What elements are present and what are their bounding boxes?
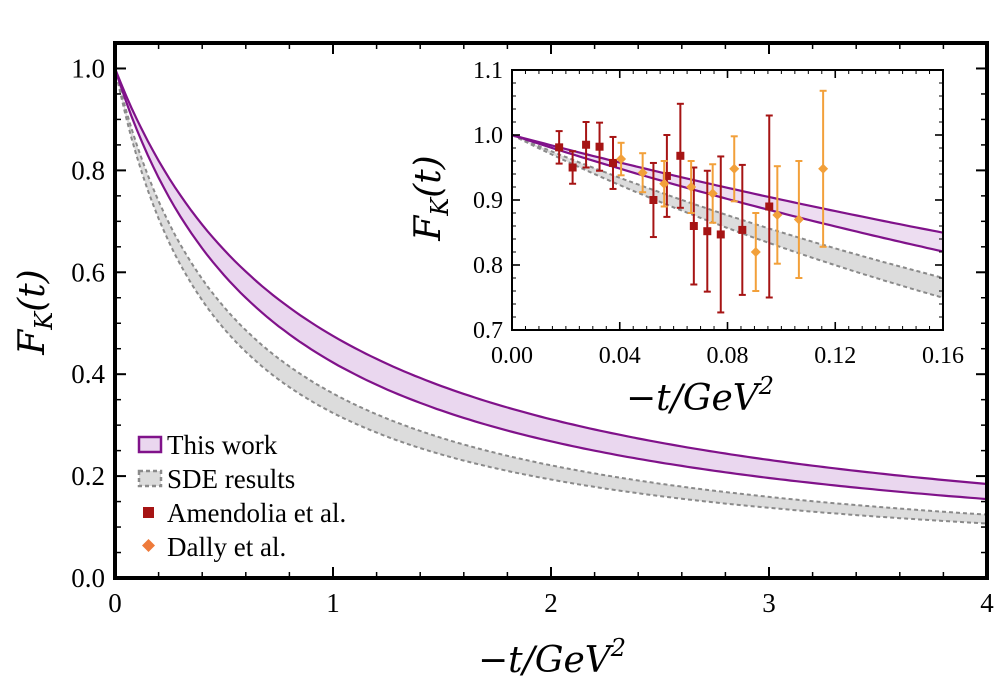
point-dally	[637, 167, 648, 178]
main-band-upper-sde	[114, 68, 988, 516]
legend-marker-amendolia	[143, 507, 154, 518]
inset-points	[555, 89, 829, 314]
main-ticks: 0 1 2 3 4 0.0 0.2 0.4 0.6 0.8 1.0	[71, 43, 994, 618]
main-band-lower-sde	[114, 68, 988, 525]
main-plot: 0 1 2 3 4 0.0 0.2 0.4 0.6 0.8 1.0 −t/GeV2 FK(t)	[12, 41, 994, 681]
point-amendolia	[689, 222, 698, 230]
inset-x-tick-label: 0.08	[707, 343, 749, 369]
point-amendolia	[662, 171, 671, 180]
main-y-tick-label: 0.8	[71, 155, 105, 185]
main-y-tick-label: 0.0	[71, 563, 105, 593]
point-amendolia	[716, 230, 725, 239]
legend: This work SDE results Amendolia et al. D…	[137, 430, 346, 562]
point-dally	[818, 163, 829, 174]
point-dally	[616, 154, 627, 165]
point-amendolia	[582, 140, 591, 149]
main-x-tick-label: 4	[980, 588, 994, 618]
inset-y-tick-label: 0.9	[473, 188, 503, 214]
legend-label-dally: Dally et al.	[167, 532, 286, 562]
main-x-tick-label: 1	[326, 588, 340, 618]
point-dally	[729, 163, 740, 174]
inset-plot: 0.00 0.04 0.08 0.12 0.16 0.7 0.8 0.9 1.0 1.1 −t/G…	[408, 58, 964, 419]
point-dally	[659, 178, 670, 189]
point-amendolia	[649, 196, 658, 204]
main-x-tick-label: 0	[108, 588, 122, 618]
point-amendolia	[738, 225, 747, 234]
main-y-tick-label: 0.2	[71, 461, 105, 491]
main-y-tick-label: 1.0	[71, 53, 105, 83]
inset-x-tick-label: 0.12	[814, 343, 856, 369]
inset-band-fill-this-work	[512, 135, 943, 252]
inset-y-tick-label: 1.0	[473, 123, 503, 149]
inset-x-tick-label: 0.16	[922, 343, 964, 369]
inset-x-tick-label: 0.04	[599, 343, 641, 369]
inset-ticks: 0.00 0.04 0.08 0.12 0.16 0.7 0.8 0.9 1.0 1.1	[473, 58, 964, 369]
point-dally	[793, 214, 804, 225]
inset-band-upper-this-work	[511, 133, 944, 234]
inset-band-lower-sde	[511, 134, 944, 299]
inset-x-tick-label: 0.00	[491, 343, 533, 369]
point-dally	[707, 188, 718, 199]
legend-label-this-work: This work	[167, 430, 278, 460]
point-dally	[750, 247, 761, 257]
inset-x-axis-label: −t/GeV2	[626, 372, 774, 419]
main-y-axis-label: FK(t)	[12, 269, 58, 355]
main-y-tick-label: 0.4	[71, 359, 105, 389]
main-bands	[113, 68, 988, 525]
point-amendolia	[765, 202, 774, 211]
point-dally	[686, 182, 697, 192]
point-dally	[772, 209, 783, 220]
inset-y-tick-label: 1.1	[473, 58, 503, 84]
legend-label-sde: SDE results	[167, 464, 295, 494]
main-band-fill-sde	[115, 68, 987, 524]
point-amendolia	[676, 151, 685, 160]
legend-label-amendolia: Amendolia et al.	[167, 498, 346, 528]
main-band-lower-this-work	[113, 68, 988, 501]
point-amendolia	[609, 158, 618, 167]
legend-marker-dally	[142, 539, 155, 552]
main-x-tick-label: 3	[762, 588, 776, 618]
inset-bands	[511, 133, 944, 299]
main-x-axis-label: −t/GeV2	[478, 634, 626, 681]
inset-band-lower-this-work	[511, 133, 944, 253]
inset-band-upper-sde	[511, 134, 944, 279]
inset-y-tick-label: 0.7	[473, 318, 503, 344]
inset-band-fill-sde	[512, 135, 943, 298]
point-amendolia	[555, 143, 564, 152]
main-band-upper-this-work	[113, 68, 988, 486]
inset-y-tick-label: 0.8	[473, 253, 503, 279]
inset-y-axis-label: FK(t)	[408, 155, 454, 241]
point-amendolia	[595, 142, 604, 151]
legend-swatch-sde	[137, 469, 163, 488]
main-x-tick-label: 2	[544, 588, 558, 618]
point-amendolia	[703, 227, 712, 236]
main-y-tick-label: 0.6	[71, 257, 105, 287]
point-amendolia	[568, 163, 577, 172]
legend-swatch-this-work	[137, 435, 163, 454]
